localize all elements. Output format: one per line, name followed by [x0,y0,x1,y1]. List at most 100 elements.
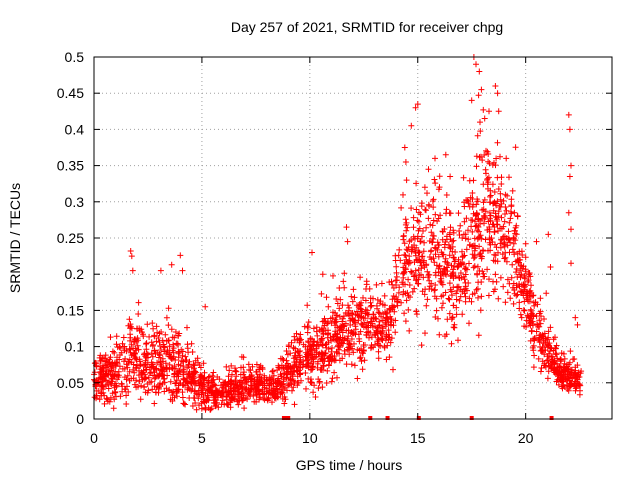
data-point [295,348,302,355]
data-point [121,345,127,351]
data-point [248,372,255,379]
data-point [368,302,375,309]
data-point [291,401,298,408]
data-point [334,300,341,307]
data-point [363,286,369,292]
data-point [551,357,558,364]
data-point [508,196,515,203]
data-point [501,218,508,225]
data-point [413,180,420,187]
data-point [493,155,500,162]
data-point [451,254,457,261]
data-point [189,349,196,355]
data-point [166,343,173,350]
data-point [521,323,528,330]
data-point [498,214,505,221]
data-point [422,330,428,337]
data-point [516,299,523,306]
data-point [537,368,544,375]
data-point [355,317,362,324]
data-point [453,304,460,311]
data-point [462,266,468,272]
data-point [518,314,525,321]
data-point [492,241,498,248]
data-point [99,365,106,371]
data-point [202,303,209,310]
data-point [456,297,463,304]
data-point [377,300,383,307]
data-point [297,331,304,338]
data-point [98,392,105,399]
data-point [506,219,513,226]
data-point [374,330,381,337]
data-point [396,284,403,291]
data-point [186,373,192,380]
data-point [210,392,217,399]
data-point [408,237,415,243]
data-point [447,224,454,231]
data-point [450,254,457,261]
data-point [400,232,407,239]
data-point [274,377,281,384]
data-point [127,248,134,254]
data-point [434,239,441,246]
data-point [504,289,511,296]
data-point [256,396,263,403]
data-point [476,243,483,250]
data-point [288,339,295,346]
data-point [243,376,249,383]
data-point [442,333,448,340]
data-point [496,204,503,210]
data-point [330,333,337,340]
data-point [108,367,115,374]
data-point [373,281,380,288]
data-point [335,346,342,353]
data-point [541,351,548,358]
data-point [104,361,111,368]
data-point [432,251,439,258]
data-point [148,359,155,366]
data-point [278,362,285,369]
x-tick-label: 5 [198,430,206,446]
data-point [432,286,438,293]
data-point [556,364,563,371]
data-point [360,347,367,354]
data-point [559,378,566,385]
data-point [348,329,355,335]
data-point [336,285,343,291]
data-point [153,323,160,330]
data-point [492,210,499,217]
data-point [491,224,498,230]
data-point [558,350,565,357]
data-point [414,101,421,108]
data-point [151,348,158,354]
data-point [277,382,284,389]
data-point [238,353,245,360]
data-point [180,371,187,378]
data-point [430,217,437,224]
data-point [319,335,326,342]
data-point [96,396,103,403]
data-point [325,319,331,326]
data-point [377,342,384,349]
data-point [500,283,507,290]
data-point [233,373,240,380]
data-point [314,364,321,371]
data-point [426,283,433,290]
data-point [270,387,277,394]
data-point [449,292,455,299]
data-point [571,356,578,362]
data-point [475,294,481,301]
data-point [191,395,198,402]
data-point [510,300,517,307]
data-point [363,278,370,285]
data-point [179,352,186,359]
data-point [522,254,529,261]
data-point [253,390,260,397]
data-point [440,300,446,307]
data-point [359,366,366,373]
data-point [212,403,219,410]
data-point [431,259,438,266]
data-point [379,301,386,308]
data-point [269,399,275,406]
